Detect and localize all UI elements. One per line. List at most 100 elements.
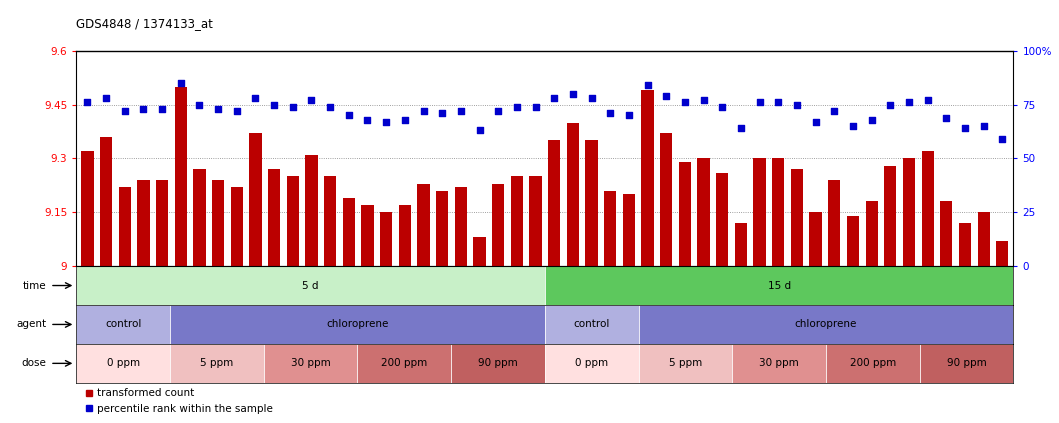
Point — [210, 105, 227, 112]
Point — [471, 127, 488, 134]
Text: 200 ppm: 200 ppm — [381, 358, 428, 368]
Bar — [417, 184, 430, 266]
Point — [900, 99, 917, 106]
Point — [134, 105, 151, 112]
Point — [247, 95, 264, 102]
Bar — [735, 223, 747, 266]
Bar — [865, 201, 878, 266]
Bar — [716, 173, 729, 266]
Legend: transformed count, percentile rank within the sample: transformed count, percentile rank withi… — [82, 384, 277, 418]
Bar — [809, 212, 822, 266]
Bar — [586, 140, 597, 266]
Bar — [451, 344, 544, 383]
Bar — [399, 205, 411, 266]
Text: 30 ppm: 30 ppm — [759, 358, 800, 368]
Text: time: time — [22, 280, 47, 291]
Bar — [639, 344, 733, 383]
Point — [733, 125, 750, 132]
Bar — [357, 344, 451, 383]
Point — [584, 95, 600, 102]
Point — [266, 101, 283, 108]
Bar — [903, 159, 915, 266]
Point — [602, 110, 618, 117]
Bar — [76, 305, 169, 344]
Point — [938, 114, 955, 121]
Bar — [212, 180, 225, 266]
Point — [639, 82, 656, 88]
Bar — [175, 87, 186, 266]
Point — [975, 123, 992, 129]
Point — [191, 101, 208, 108]
Point — [677, 99, 694, 106]
Point — [993, 136, 1010, 143]
Bar — [623, 194, 635, 266]
Point — [396, 116, 413, 123]
Point — [826, 108, 843, 115]
Bar — [997, 241, 1008, 266]
Bar — [264, 344, 357, 383]
Bar — [169, 305, 544, 344]
Bar — [287, 176, 299, 266]
Bar — [82, 151, 93, 266]
Point — [545, 95, 562, 102]
Point — [807, 118, 824, 125]
Point — [340, 112, 357, 119]
Bar — [361, 205, 374, 266]
Text: GDS4848 / 1374133_at: GDS4848 / 1374133_at — [76, 17, 213, 30]
Text: agent: agent — [16, 319, 47, 330]
Text: chloroprene: chloroprene — [795, 319, 857, 330]
Point — [97, 95, 114, 102]
Point — [844, 123, 861, 129]
Bar — [544, 344, 639, 383]
Text: 5 d: 5 d — [302, 280, 319, 291]
Bar — [169, 344, 264, 383]
Bar — [698, 159, 710, 266]
Point — [229, 108, 246, 115]
Bar — [921, 151, 934, 266]
Point — [378, 118, 395, 125]
Point — [489, 108, 506, 115]
Point — [956, 125, 973, 132]
Bar — [343, 198, 355, 266]
Point — [359, 116, 376, 123]
Bar — [884, 165, 896, 266]
Bar — [549, 140, 560, 266]
Point — [751, 99, 768, 106]
Point — [919, 97, 936, 104]
Bar — [828, 180, 840, 266]
Bar — [510, 176, 523, 266]
Bar — [919, 344, 1013, 383]
Text: 0 ppm: 0 ppm — [575, 358, 608, 368]
Bar — [772, 159, 785, 266]
Text: 5 ppm: 5 ppm — [200, 358, 233, 368]
Bar — [847, 216, 859, 266]
Point — [116, 108, 133, 115]
Bar — [324, 176, 336, 266]
Bar — [76, 266, 544, 305]
Point — [527, 103, 544, 110]
Text: 200 ppm: 200 ppm — [849, 358, 896, 368]
Bar — [544, 266, 1013, 305]
Point — [658, 93, 675, 99]
Text: chloroprene: chloroprene — [326, 319, 389, 330]
Bar — [194, 169, 205, 266]
Text: control: control — [574, 319, 610, 330]
Bar — [544, 305, 639, 344]
Text: 0 ppm: 0 ppm — [107, 358, 140, 368]
Bar — [100, 137, 112, 266]
Bar — [492, 184, 504, 266]
Text: 5 ppm: 5 ppm — [669, 358, 702, 368]
Point — [695, 97, 712, 104]
Bar — [454, 187, 467, 266]
Text: 15 d: 15 d — [768, 280, 791, 291]
Text: control: control — [105, 319, 141, 330]
Bar — [826, 344, 919, 383]
Bar — [138, 180, 149, 266]
Bar — [250, 133, 262, 266]
Text: 90 ppm: 90 ppm — [947, 358, 987, 368]
Bar — [791, 169, 803, 266]
Point — [173, 80, 190, 86]
Bar — [436, 191, 448, 266]
Bar — [940, 201, 952, 266]
Bar — [958, 223, 971, 266]
